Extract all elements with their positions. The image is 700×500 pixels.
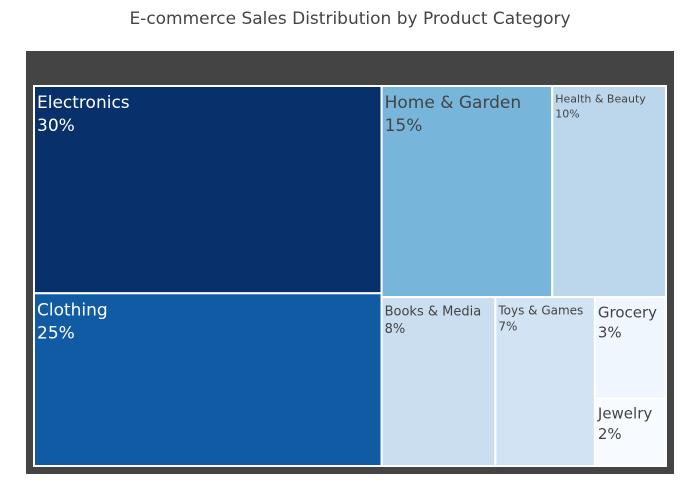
- tile-rect-toys-and-games[interactable]: [494, 296, 596, 467]
- tile-value-clothing: 25%: [37, 323, 75, 343]
- tile-rect-jewelry[interactable]: [593, 397, 668, 468]
- tile-value-jewelry: 2%: [598, 425, 622, 443]
- tile-rect-electronics[interactable]: [33, 85, 383, 295]
- tile-value-toys-and-games: 7%: [498, 320, 517, 334]
- tile-rect-clothing[interactable]: [33, 292, 383, 468]
- tile-value-books-and-media: 8%: [385, 322, 406, 337]
- tile-books-and-media[interactable]: Books & Media 8%: [380, 296, 497, 467]
- tile-label-grocery: Grocery: [598, 303, 657, 321]
- tile-toys-and-games[interactable]: Toys & Games 7%: [494, 296, 596, 467]
- tile-label-electronics: Electronics: [37, 93, 130, 113]
- chart-title: E-commerce Sales Distribution by Product…: [129, 9, 571, 29]
- tile-rect-books-and-media[interactable]: [380, 296, 497, 467]
- tile-value-home-and-garden: 15%: [385, 116, 423, 136]
- tile-value-grocery: 3%: [598, 324, 622, 342]
- tile-electronics[interactable]: Electronics 30%: [33, 85, 383, 295]
- tile-label-toys-and-games: Toys & Games: [497, 304, 583, 318]
- tile-home-and-garden[interactable]: Home & Garden 15%: [380, 85, 554, 299]
- tile-label-clothing: Clothing: [37, 300, 108, 320]
- tile-grocery[interactable]: Grocery 3%: [593, 296, 668, 400]
- tile-value-electronics: 30%: [37, 116, 75, 136]
- tile-jewelry[interactable]: Jewelry 2%: [593, 397, 668, 468]
- tile-label-home-and-garden: Home & Garden: [385, 93, 522, 113]
- tile-value-health-and-beauty: 10%: [555, 107, 579, 120]
- tile-health-and-beauty[interactable]: Health & Beauty 10%: [551, 85, 667, 299]
- tile-label-health-and-beauty: Health & Beauty: [555, 92, 646, 105]
- tile-label-books-and-media: Books & Media: [385, 304, 482, 319]
- tile-clothing[interactable]: Clothing 25%: [33, 292, 383, 468]
- tile-label-jewelry: Jewelry: [597, 405, 652, 423]
